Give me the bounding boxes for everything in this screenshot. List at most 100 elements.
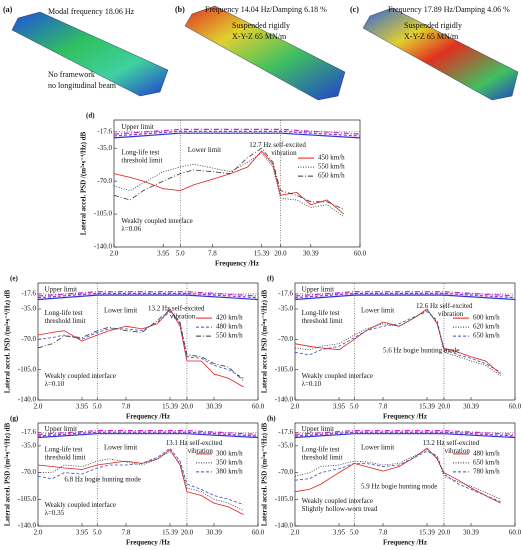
limit-label: Lower limit (104, 307, 137, 315)
legend-label: 350 km/h (216, 459, 243, 467)
fe-panel-b: (b) Frequency 14.04 Hz/Damping 6.18 % Su… (175, 5, 346, 101)
legend-label: 650 km/h (473, 459, 500, 467)
limit-label: Upper limit (121, 123, 154, 131)
annotation: 5.6 Hz bogie hunting mode (383, 346, 459, 354)
series-line (294, 449, 501, 500)
panel-text: Modal frequency 18.06 Hz (48, 7, 135, 16)
limit-label: threshold limit (45, 453, 86, 461)
annotation: λ=0.06 (121, 225, 141, 233)
y-axis-title: Lateral accel. PSD /(m²•s⁻⁴/Hz) dB (261, 422, 269, 526)
series-line (37, 449, 244, 515)
series-line (37, 447, 244, 505)
legend-label: 650 km/h (318, 172, 345, 180)
plot-frame (37, 282, 259, 401)
panel-text: No framework (48, 70, 95, 79)
chart-label: (h) (267, 415, 276, 423)
x-tick-label: 30.39 (463, 529, 479, 537)
x-tick-label: 3.95 (333, 403, 346, 411)
panel-text: Suspended rigidly (404, 21, 462, 30)
x-tick-label: 7.8 (379, 403, 388, 411)
legend-label: 780 km/h (473, 468, 500, 476)
y-axis-title: Lateral accel. PSD /(m²•s⁻⁴/Hz) dB (80, 131, 88, 235)
annotation: 5.9 Hz bogie hunting mode (361, 482, 437, 490)
legend-label: 300 km/h (216, 450, 243, 458)
y-tick-label: -140.0 (275, 396, 294, 404)
limit-line (113, 132, 361, 139)
y-tick-label: -140.0 (18, 522, 37, 530)
annotation: Weakly coupled interface (121, 217, 192, 225)
annotation: vibration (188, 447, 214, 455)
y-tick-label: -35.0 (21, 305, 36, 313)
series-line (294, 450, 501, 502)
y-tick-label: -35.0 (21, 441, 36, 449)
panel-text: Frequency 17.89 Hz/Damping 4.06 % (388, 5, 510, 14)
legend-label: 650 km/h (473, 332, 500, 340)
x-tick-label: 30.39 (206, 529, 222, 537)
x-tick-label: 20.0 (438, 403, 451, 411)
plot-frame (294, 282, 516, 401)
x-tick-label: 15.39 (162, 403, 178, 411)
limit-label: Lower limit (104, 443, 137, 451)
y-axis-title: Lateral accel. PSD /(m²•s⁻⁴/Hz) dB (4, 422, 12, 526)
x-axis-title: Frequency /Hz (126, 539, 170, 547)
y-tick-label: -105.0 (18, 365, 37, 373)
series-line (113, 147, 345, 210)
x-tick-label: 3.95 (76, 403, 89, 411)
x-axis-title: Frequency /Hz (126, 413, 170, 421)
legend-label: 480 km/h (473, 450, 500, 458)
x-tick-label: 60.0 (354, 250, 367, 258)
x-tick-label: 30.39 (206, 403, 222, 411)
x-tick-label: 15.39 (254, 250, 270, 258)
y-tick-label: -105.0 (94, 210, 113, 218)
limit-line (37, 430, 259, 435)
limit-line (113, 128, 361, 135)
series-line (113, 150, 345, 215)
x-tick-label: 15.39 (419, 403, 435, 411)
x-tick-label: 5.0 (350, 403, 359, 411)
legend-label: 550 km/h (216, 332, 243, 340)
y-tick-label: -105.0 (18, 495, 37, 503)
x-tick-label: 5.0 (93, 529, 102, 537)
limit-label: Long-life test (45, 309, 83, 317)
panel-text: X-Y-Z 65 MN/m (404, 32, 459, 41)
annotation: 13.1 Hz self-excited (166, 439, 223, 447)
annotation: Slightly hollow-worn tread (302, 505, 378, 513)
chart: -17.6 -35.0 -70.0 -105.0 -140.02.0 3.95 5.0 7.8… (261, 415, 521, 547)
x-tick-label: 2.0 (291, 403, 300, 411)
panel-text: X-Y-Z 65 MN/m (232, 32, 287, 41)
x-axis-title: Frequency /Hz (383, 413, 427, 421)
x-tick-label: 5.0 (350, 529, 359, 537)
series-line (38, 450, 244, 512)
chart-label: (g) (10, 415, 19, 423)
x-tick-label: 15.39 (419, 529, 435, 537)
x-tick-label: 3.95 (157, 250, 170, 258)
limit-line (294, 291, 516, 297)
annotation: Weakly coupled interface (45, 501, 116, 509)
x-tick-label: 7.8 (208, 250, 217, 258)
limit-label: Upper limit (302, 425, 335, 433)
chart: -17.6 -35.0 -70.0 -105.0 -140.02.0 3.95 5.0 7.8… (4, 415, 265, 547)
series-line (113, 152, 345, 218)
panel-text: Suspended rigidly (232, 21, 290, 30)
y-axis-title: Lateral accel. PSD /(m²•s⁻⁴/Hz) dB (4, 289, 12, 393)
limit-label: Long-life test (45, 445, 83, 453)
limit-label: Upper limit (302, 286, 335, 294)
x-tick-label: 2.0 (110, 250, 119, 258)
legend-label: 420 km/h (216, 314, 243, 322)
limit-label: threshold limit (302, 453, 343, 461)
y-tick-label: -35.0 (97, 144, 112, 152)
x-tick-label: 15.39 (162, 529, 178, 537)
x-tick-label: 2.0 (34, 403, 43, 411)
plot-frame (294, 422, 516, 527)
x-tick-label: 30.39 (303, 250, 319, 258)
annotation: vibration (445, 447, 471, 455)
limit-label: Long-life test (302, 309, 340, 317)
annotation: 12.7 Hz self-excited (249, 141, 306, 149)
limit-label: threshold limit (121, 157, 162, 165)
x-tick-label: 20.0 (438, 529, 451, 537)
limit-label: Lower limit (361, 307, 394, 315)
fe-panel-a: (a) Modal frequency 18.06 Hz No framewor… (3, 5, 169, 97)
limit-label: Long-life test (121, 149, 159, 157)
annotation: 13.2 Hz self-excited (423, 439, 480, 447)
